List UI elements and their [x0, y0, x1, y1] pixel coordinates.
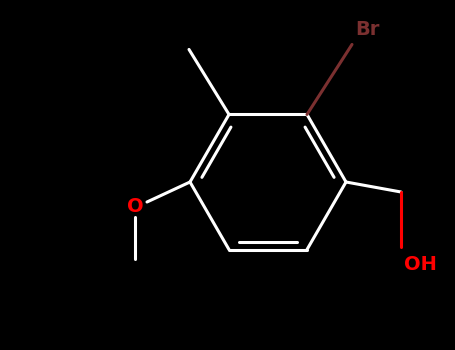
- Text: OH: OH: [404, 255, 437, 274]
- Text: Br: Br: [355, 20, 379, 40]
- Text: O: O: [126, 197, 143, 217]
